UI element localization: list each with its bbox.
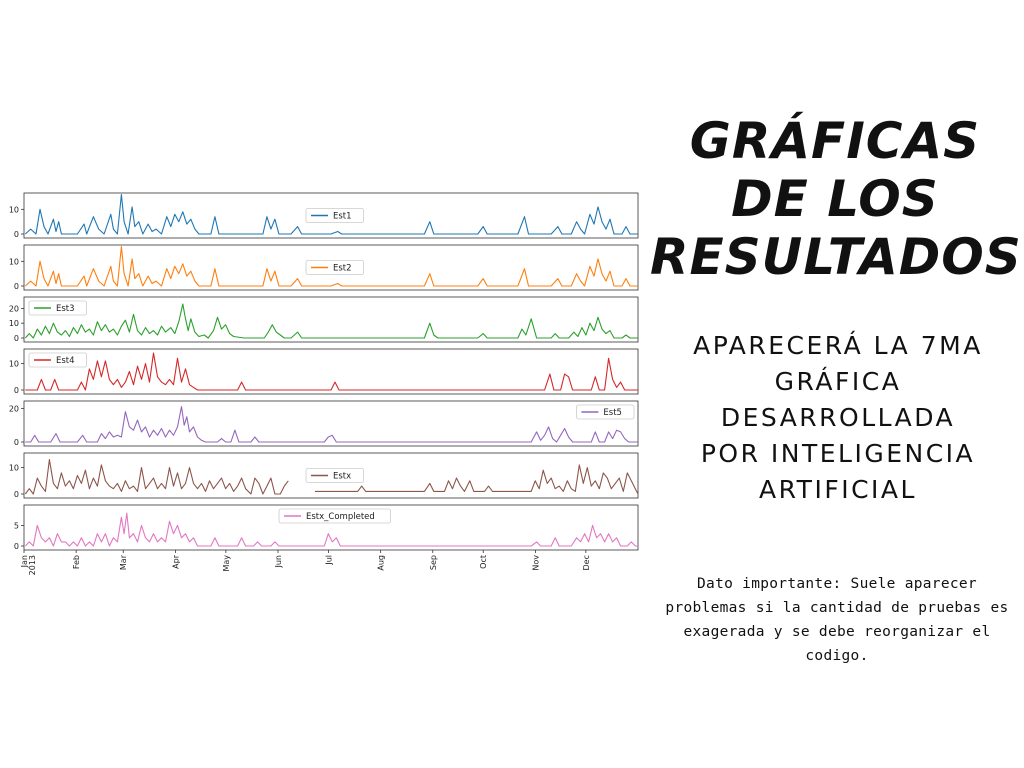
important-note: Dato importante: Suele aparecer problema… — [665, 576, 1009, 664]
legend-label: Estx_Completed — [306, 512, 375, 522]
legend-box — [576, 404, 635, 420]
series-line-estx — [315, 464, 639, 495]
legend-label: Estx — [333, 472, 351, 482]
y-tick-label: 0 — [14, 334, 19, 343]
y-tick-label: 0 — [14, 542, 19, 551]
y-tick-label: 5 — [14, 521, 19, 530]
y-tick-label: 0 — [14, 490, 19, 499]
x-tick-label: Sep — [429, 555, 438, 570]
series-line-est4 — [25, 352, 638, 391]
x-tick-label: Oct — [479, 555, 488, 569]
subplot-frame-est5 — [23, 400, 639, 447]
x-tick-label: Dec — [582, 555, 591, 570]
legend-box — [28, 300, 87, 316]
stacked-line-chart: 0 10 Est1 0 10 Est2 0 10 20 Est3 0 10 Est4 0 20 Est5 0 10… — [9, 192, 639, 575]
legend-label: Est5 — [603, 408, 622, 418]
y-tick-label: 10 — [9, 464, 19, 473]
y-tick-label: 10 — [9, 205, 19, 214]
x-tick-label: Jan2013 — [20, 555, 37, 575]
x-tick-label: Jun — [274, 555, 283, 569]
legend-box — [305, 468, 364, 483]
chart-panel: 0 10 Est1 0 10 Est2 0 10 20 Est3 0 10 Est4 0 20 Est5 0 10… — [0, 185, 648, 585]
legend-label: Est2 — [333, 264, 352, 274]
x-tick-label: Feb — [72, 555, 81, 569]
x-tick-label: Jul — [324, 555, 333, 566]
legend-box — [305, 260, 364, 275]
legend-box — [278, 508, 391, 524]
y-tick-label: 20 — [9, 404, 19, 413]
subplot-frame-est4 — [23, 348, 639, 395]
legend-label: Est3 — [56, 304, 75, 314]
y-tick-label: 10 — [9, 319, 19, 328]
legend-label: Est4 — [56, 356, 75, 366]
series-line-est2 — [24, 245, 638, 287]
y-tick-label: 0 — [14, 282, 19, 291]
y-tick-label: 0 — [14, 386, 19, 395]
legend-box — [28, 352, 87, 368]
series-line-est3 — [24, 303, 638, 339]
y-tick-label: 20 — [9, 304, 19, 313]
legend-label: Est1 — [333, 212, 352, 222]
series-line-est1 — [24, 193, 638, 235]
series-line-estx_completed — [24, 512, 638, 547]
subplot-frame-est3 — [23, 296, 639, 343]
x-tick-label: Nov — [531, 555, 540, 571]
page-subtitle: APARECERÁ LA 7MA GRÁFICA DESARROLLADA PO… — [693, 331, 983, 504]
legend-box — [305, 208, 364, 223]
x-tick-label: May — [222, 555, 231, 572]
series-line-est5 — [25, 406, 638, 443]
x-tick-label: Mar — [119, 554, 128, 570]
x-tick-label: Aug — [377, 555, 386, 571]
y-tick-label: 0 — [14, 438, 19, 447]
y-tick-label: 0 — [14, 230, 19, 239]
y-tick-label: 10 — [9, 360, 19, 369]
page-title: GRÁFICAS DE LOS RESULTADOS — [650, 112, 1022, 286]
x-tick-label: Apr — [171, 554, 180, 569]
series-line-estx — [24, 459, 289, 495]
y-tick-label: 10 — [9, 257, 19, 266]
